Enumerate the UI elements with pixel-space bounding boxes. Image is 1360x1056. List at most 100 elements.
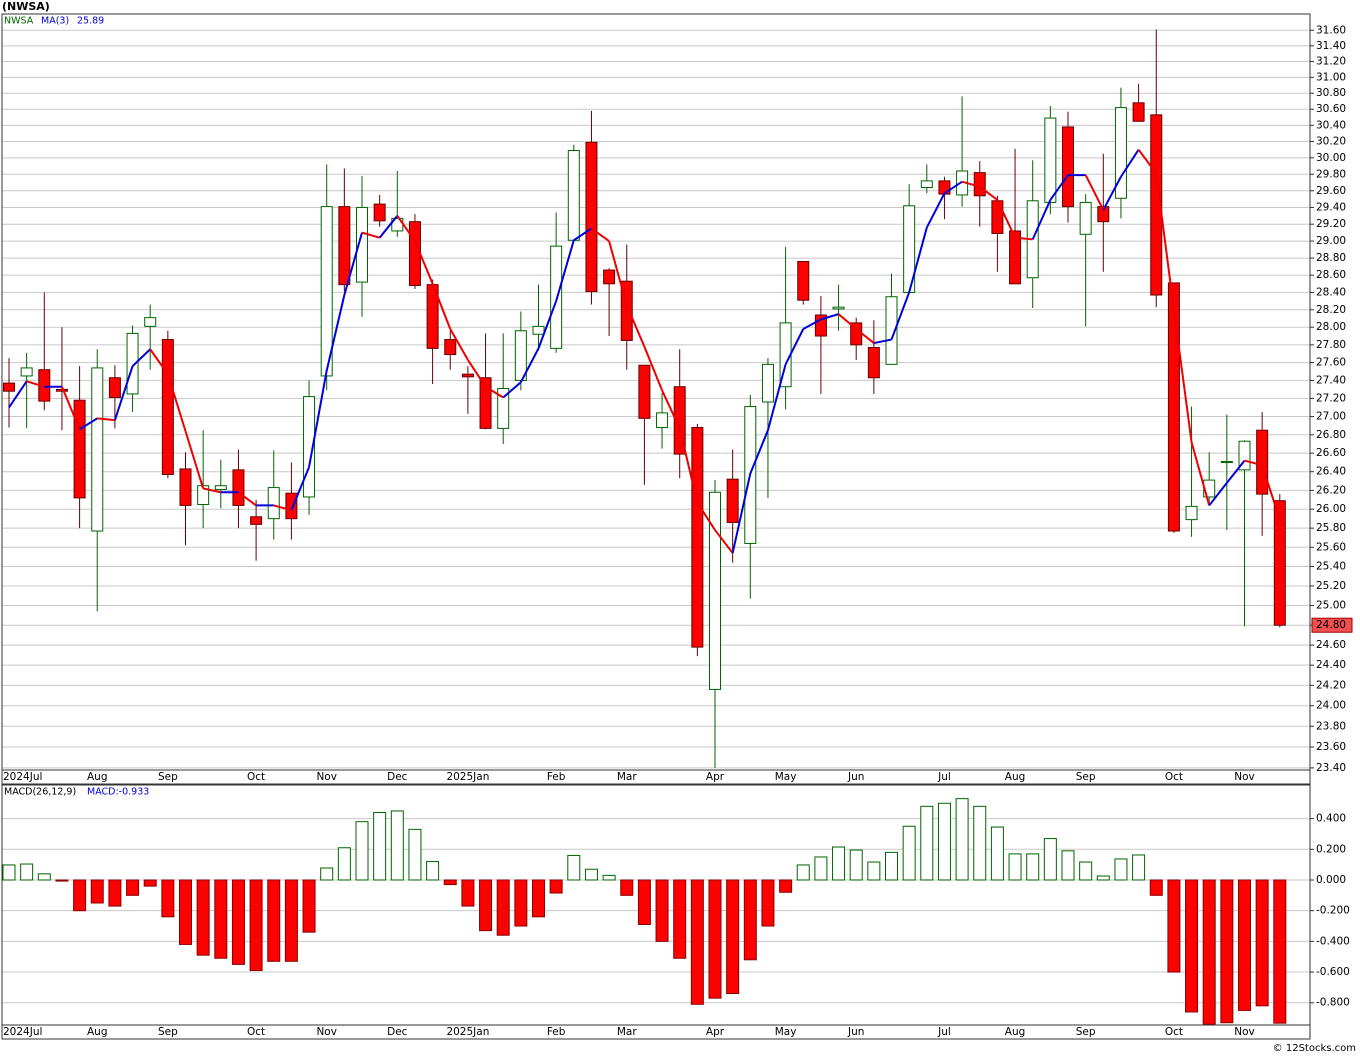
y-tick-label: 30.80 bbox=[1316, 87, 1346, 99]
ma-segment bbox=[378, 215, 399, 239]
legend-entry: NWSA bbox=[4, 16, 34, 27]
macd-bar bbox=[337, 847, 351, 881]
ma-segment bbox=[731, 473, 752, 554]
candle-body bbox=[867, 346, 880, 379]
candle-body bbox=[373, 203, 386, 222]
last-price-box bbox=[1311, 617, 1353, 633]
ma-segment bbox=[1031, 199, 1052, 240]
macd-bar bbox=[1255, 879, 1269, 1007]
x-tick-label: Aug bbox=[1005, 1026, 1026, 1038]
y-tick-label: 26.00 bbox=[1316, 503, 1346, 515]
macd-bar bbox=[1220, 879, 1234, 1024]
y-tick-label: 24.00 bbox=[1316, 700, 1346, 712]
macd-bar bbox=[37, 873, 51, 881]
y-tick-label: -0.400 bbox=[1316, 935, 1350, 947]
y-tick-label: 27.60 bbox=[1316, 357, 1346, 369]
ma-segment bbox=[361, 231, 380, 239]
y-tick-label: 31.20 bbox=[1316, 56, 1346, 68]
macd-bar bbox=[885, 851, 898, 881]
macd-bar bbox=[1114, 858, 1128, 881]
macd-bar bbox=[602, 874, 616, 881]
x-tick-label: Feb bbox=[547, 1026, 566, 1038]
ma-segment bbox=[802, 318, 822, 330]
y-tick-label: 25.00 bbox=[1316, 600, 1346, 612]
candle-body bbox=[55, 388, 68, 392]
ma-segment bbox=[979, 185, 999, 201]
macd-bar bbox=[479, 879, 493, 932]
candle-body bbox=[691, 426, 704, 648]
y-tick-label: 30.40 bbox=[1316, 119, 1346, 131]
ma-segment bbox=[519, 347, 540, 383]
candle-body bbox=[1238, 440, 1251, 471]
candle-body bbox=[585, 141, 598, 293]
candle-body bbox=[673, 386, 686, 455]
legend-entry: MA(3) bbox=[41, 16, 69, 27]
candle-body bbox=[603, 269, 616, 285]
ma-segment bbox=[1120, 149, 1140, 178]
y-tick-label: 30.20 bbox=[1316, 136, 1346, 148]
y-tick-label: 27.00 bbox=[1316, 411, 1346, 423]
macd-bar bbox=[408, 828, 422, 881]
candle-body bbox=[497, 388, 510, 429]
candle-body bbox=[1009, 230, 1022, 285]
x-tick-label: Mar bbox=[617, 771, 637, 783]
x-tick-label: Apr bbox=[706, 771, 725, 783]
macd-bar bbox=[673, 879, 687, 959]
x-tick-label: May bbox=[775, 771, 797, 783]
y-tick-label: 29.80 bbox=[1316, 168, 1346, 180]
ma-segment bbox=[1190, 441, 1211, 506]
ma-segment bbox=[1226, 459, 1246, 484]
candle-body bbox=[267, 487, 280, 520]
y-tick-label: 24.40 bbox=[1316, 659, 1346, 671]
footer: © 12Stocks.com bbox=[1273, 1043, 1356, 1054]
ma-segment bbox=[414, 240, 434, 285]
y-tick-label: 29.60 bbox=[1316, 185, 1346, 197]
candle-body bbox=[1079, 201, 1092, 235]
candle-body bbox=[885, 296, 898, 365]
y-tick-label: 25.60 bbox=[1316, 541, 1346, 553]
x-tick-label: May bbox=[775, 1026, 797, 1038]
x-tick-label: Aug bbox=[87, 771, 108, 783]
y-tick-label: 26.20 bbox=[1316, 484, 1346, 496]
candle-body bbox=[356, 206, 368, 283]
ma-segment bbox=[537, 300, 558, 349]
y-tick-label: 23.40 bbox=[1316, 762, 1346, 774]
ma-segment bbox=[855, 328, 875, 344]
x-tick-label: Oct bbox=[247, 1026, 265, 1038]
x-tick-label: Jun bbox=[847, 771, 864, 783]
macd-bar bbox=[832, 846, 846, 881]
candle-body bbox=[1114, 107, 1127, 199]
y-tick-label: 26.80 bbox=[1316, 429, 1346, 441]
candle-body bbox=[991, 200, 1004, 234]
x-tick-label: Dec bbox=[387, 1026, 408, 1038]
x-tick-label: Oct bbox=[247, 771, 265, 783]
chart-title: (NWSA) bbox=[2, 0, 50, 13]
candle-body bbox=[550, 245, 563, 349]
y-tick-label: 29.00 bbox=[1316, 235, 1346, 247]
x-tick-label: 2025Jan bbox=[446, 1026, 489, 1038]
y-tick-label: 29.40 bbox=[1316, 201, 1346, 213]
macd-bar bbox=[426, 861, 440, 881]
macd-bar bbox=[532, 879, 545, 918]
macd-bar bbox=[726, 879, 740, 995]
x-tick-label: Aug bbox=[87, 1026, 108, 1038]
y-tick-label: 27.80 bbox=[1316, 339, 1346, 351]
macd-bar bbox=[743, 879, 757, 961]
macd-bar bbox=[655, 879, 669, 942]
candle-body bbox=[1167, 282, 1180, 532]
macd-bar bbox=[126, 879, 140, 896]
ma-segment bbox=[820, 313, 839, 321]
macd-bar bbox=[2, 864, 16, 881]
ma-segment bbox=[1049, 174, 1069, 201]
macd-bar bbox=[1008, 853, 1022, 881]
macd-bar bbox=[302, 879, 316, 933]
ma-segment bbox=[131, 348, 151, 367]
ma-segment bbox=[113, 365, 134, 421]
ma-segment bbox=[61, 386, 81, 430]
y-tick-label: 29.20 bbox=[1316, 218, 1346, 230]
macd-bar bbox=[373, 811, 387, 881]
candle-body bbox=[73, 399, 86, 499]
candle-body bbox=[832, 306, 845, 310]
ma-segment bbox=[661, 389, 681, 429]
macd-bar bbox=[108, 879, 122, 907]
